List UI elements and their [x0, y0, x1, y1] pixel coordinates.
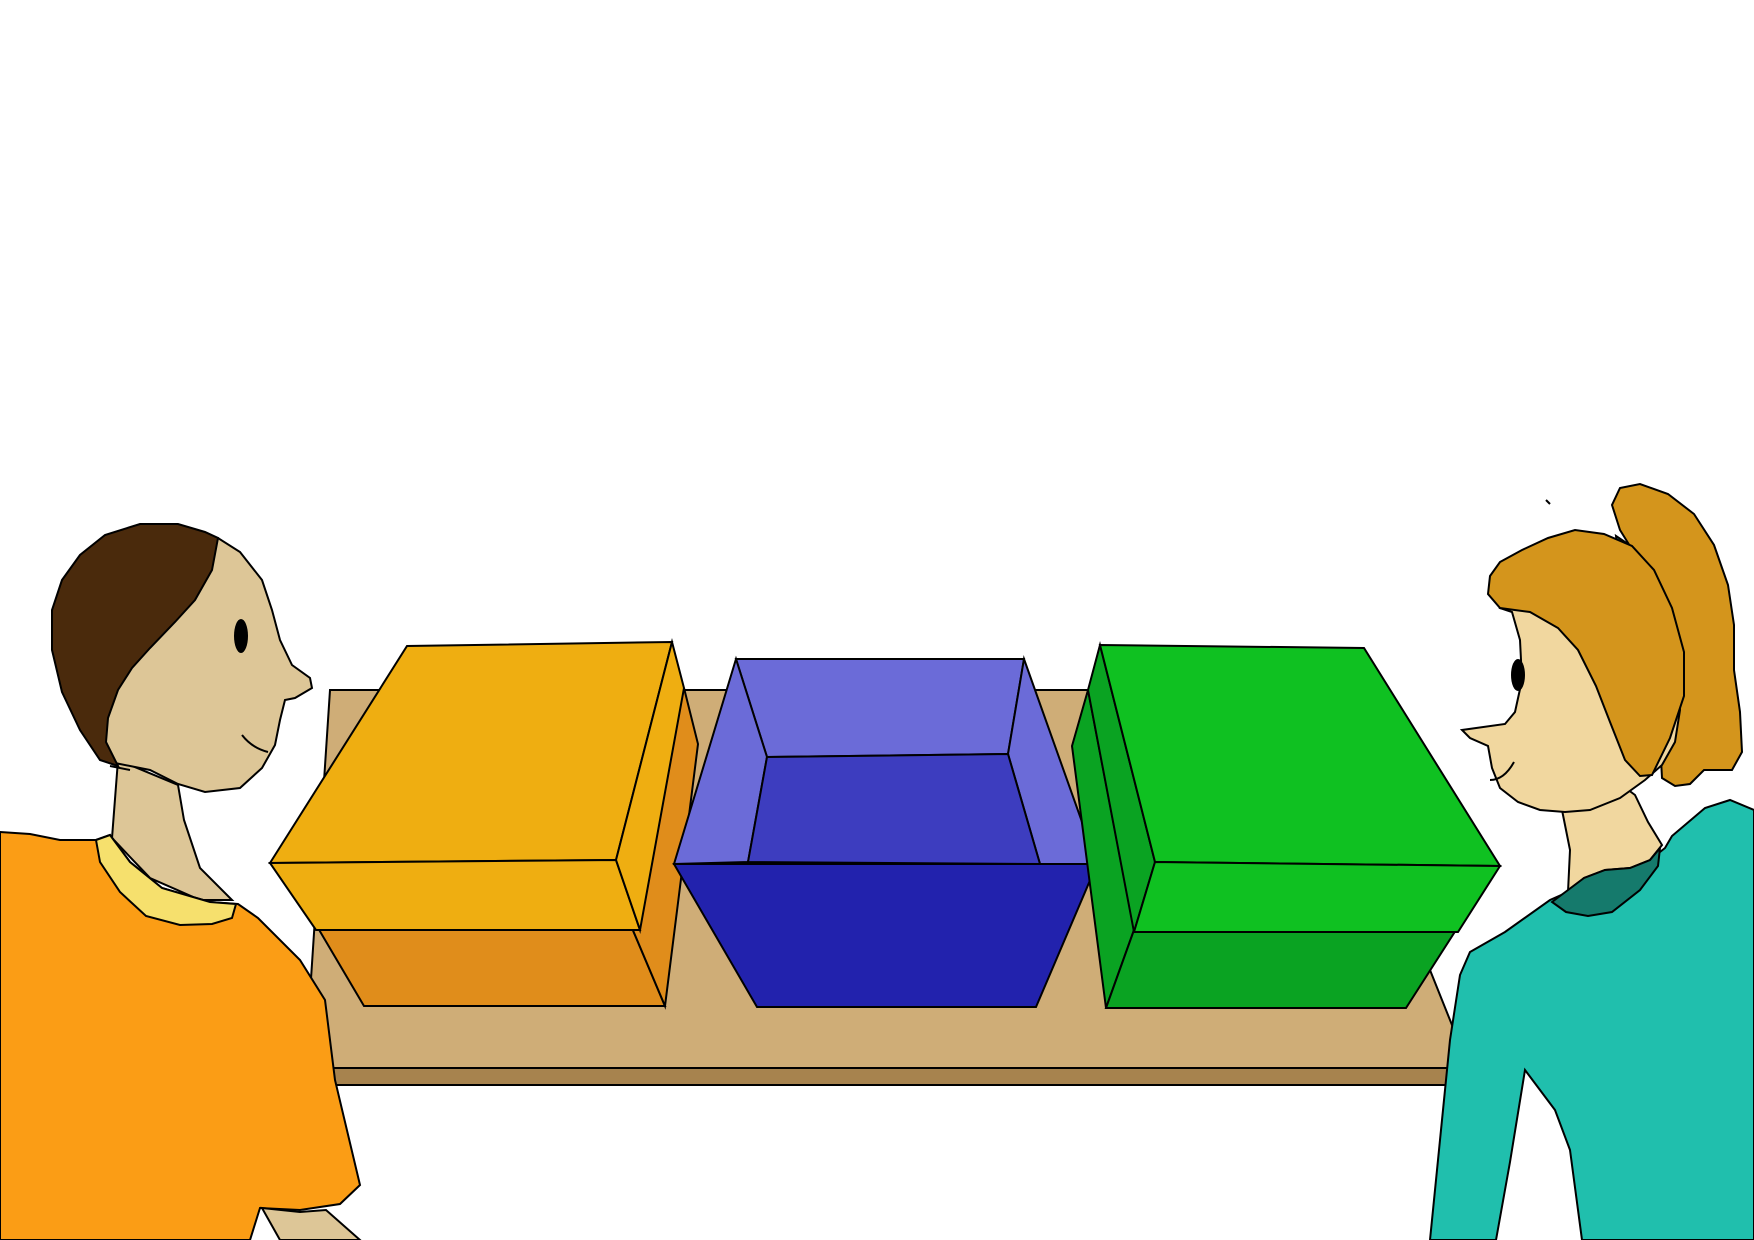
girl-smile — [1489, 761, 1515, 781]
girl-hair-strand — [1545, 499, 1551, 505]
green-box — [1070, 641, 1502, 1009]
blue-box-front — [672, 863, 1099, 1008]
boy-ear-line — [109, 765, 131, 771]
green-box-body-front — [1104, 929, 1458, 1009]
girl-collar — [1550, 844, 1662, 918]
orange-box-lid-side — [614, 638, 686, 934]
boy-eye — [234, 619, 248, 653]
orange-box-lid-front — [268, 858, 642, 931]
blue-box-inner-floor — [746, 752, 1042, 866]
orange-box-body-front — [316, 927, 667, 1007]
girl-eye — [1511, 659, 1525, 691]
girl-character — [1428, 482, 1754, 1240]
blue-box — [672, 655, 1099, 1008]
boy-neck — [110, 758, 235, 901]
table-front-edge — [304, 1067, 1471, 1086]
boy-character — [0, 523, 362, 1240]
blue-box-inner-back — [734, 658, 1026, 759]
boy-hair — [51, 523, 220, 768]
boy-smile — [241, 734, 269, 753]
girl-hair — [1486, 528, 1685, 778]
boy-hand — [260, 1206, 362, 1240]
orange-box — [268, 638, 700, 1010]
boy-collar — [94, 833, 238, 927]
green-box-lid-front — [1132, 860, 1502, 933]
